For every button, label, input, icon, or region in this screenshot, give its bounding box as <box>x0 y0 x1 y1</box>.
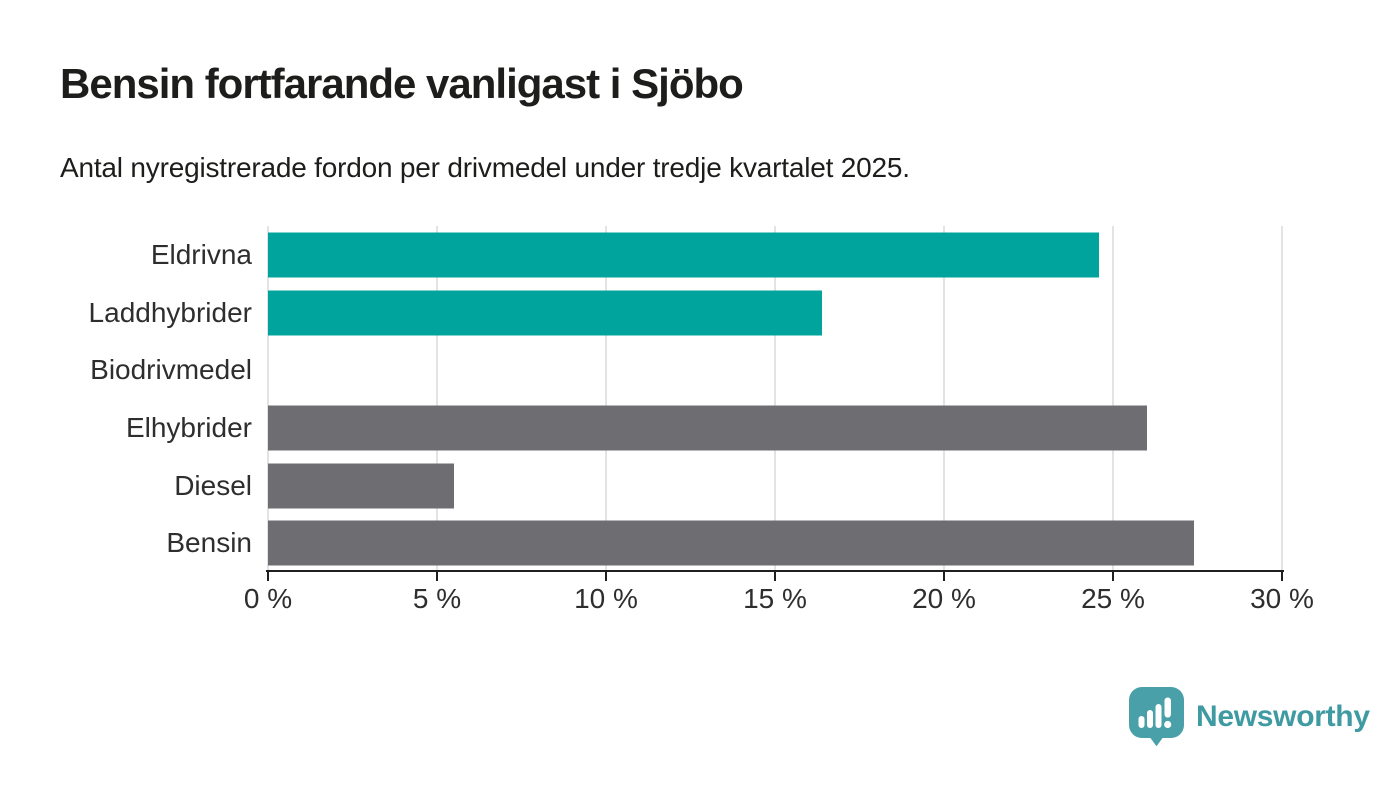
gridline <box>436 226 438 572</box>
x-tick-label: 0 % <box>243 583 293 614</box>
x-tick <box>436 572 438 581</box>
gridline <box>1281 226 1283 572</box>
x-tick-label: 10 % <box>574 583 638 614</box>
x-axis-tick-labels: 0 % 5 % 10 % 15 % 20 % 25 % 30 % <box>244 583 1314 617</box>
gridline <box>267 226 269 572</box>
gridline <box>943 226 945 572</box>
gridline <box>774 226 776 572</box>
bar-bensin <box>268 520 1195 566</box>
bar-diesel <box>268 463 454 509</box>
chart-title: Bensin fortfarande vanligast i Sjöbo <box>60 60 744 107</box>
x-tick-label: 25 % <box>1081 583 1145 614</box>
x-axis-line <box>266 570 1284 572</box>
bar-rows <box>268 226 1282 572</box>
bar-row <box>268 341 1282 399</box>
bar-row <box>268 226 1282 284</box>
x-tick-label: 30 % <box>1250 583 1314 614</box>
x-tick-label: 5 % <box>412 583 462 614</box>
plot-area <box>267 226 1283 572</box>
y-axis-category-labels: Eldrivna Laddhybrider Biodrivmedel Elhybrid… <box>0 226 252 572</box>
x-tick <box>1281 572 1283 581</box>
x-tick-label: 15 % <box>743 583 807 614</box>
x-tick-label: 20 % <box>912 583 976 614</box>
gridline <box>605 226 607 572</box>
gridline <box>1112 226 1114 572</box>
newsworthy-logo-text: Newsworthy <box>1196 699 1370 733</box>
category-label-biodrivmedel: Biodrivmedel <box>90 354 252 386</box>
bar-row <box>268 284 1282 342</box>
x-tick <box>1112 572 1114 581</box>
category-label-diesel: Diesel <box>174 469 252 501</box>
category-label-bensin: Bensin <box>166 527 252 559</box>
bar-elhybrider <box>268 405 1147 451</box>
bar-row <box>268 399 1282 457</box>
category-label-eldrivna: Eldrivna <box>150 238 252 270</box>
category-label-elhybrider: Elhybrider <box>125 411 252 443</box>
bar-eldrivna <box>268 232 1100 278</box>
bar-laddhybrider <box>268 290 823 335</box>
x-axis-ticks <box>267 572 1283 581</box>
bar-row <box>268 514 1282 572</box>
category-label-laddhybrider: Laddhybrider <box>88 296 252 328</box>
bar-row <box>268 457 1282 515</box>
x-tick <box>605 572 607 581</box>
chart-subtitle: Antal nyregistrerade fordon per drivmede… <box>60 152 910 183</box>
x-tick <box>943 572 945 581</box>
newsworthy-logo: Newsworthy <box>1128 686 1370 747</box>
x-tick <box>774 572 776 581</box>
newsworthy-bubble-barchart-icon <box>1129 687 1184 747</box>
x-tick <box>267 572 269 581</box>
